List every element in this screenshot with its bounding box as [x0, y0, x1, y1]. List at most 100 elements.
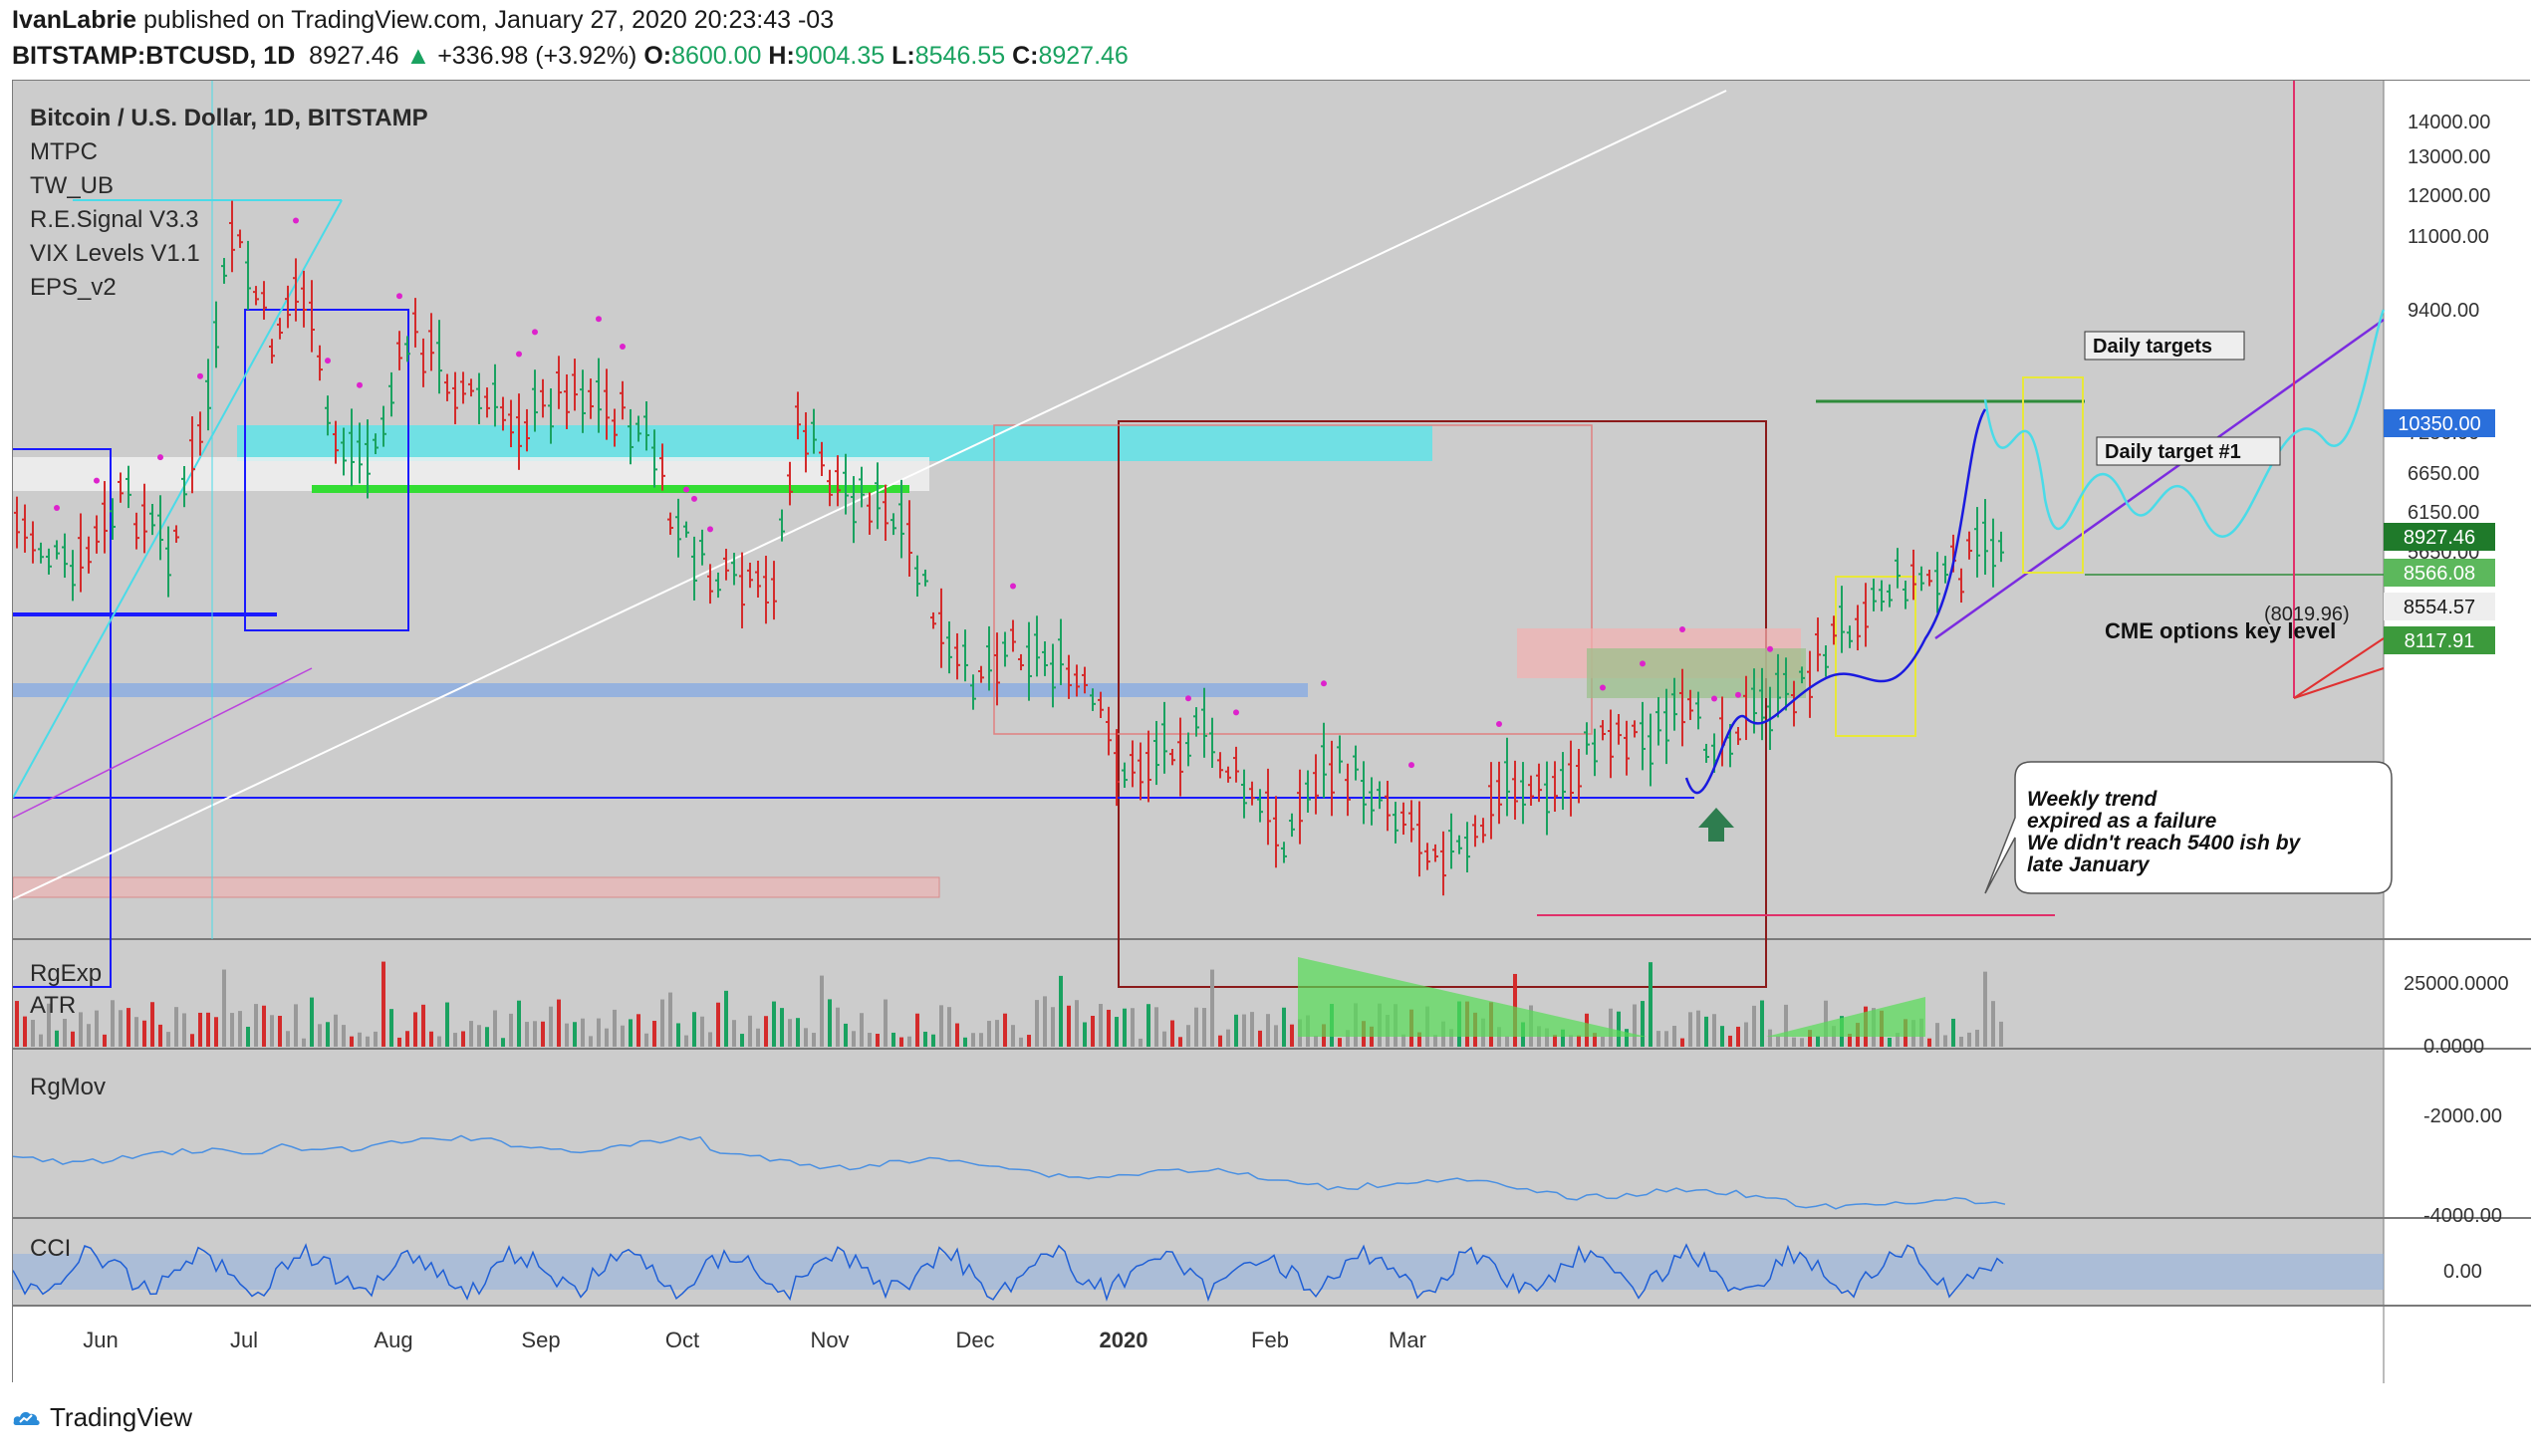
- price-tick: 12000.00: [2408, 185, 2490, 207]
- badge-8554: [2384, 593, 2495, 620]
- vol-axis-zero: 0.0000: [2423, 1036, 2484, 1058]
- cme-label: CME options key level: [2105, 618, 2336, 643]
- purple-line: [12, 667, 313, 819]
- close-label: C:: [1012, 42, 1039, 70]
- chart-canvas[interactable]: 16000.0014000.0013000.0012000.0011000.00…: [10, 42, 2531, 1383]
- daily-target-1-label: Daily target #1: [2105, 441, 2241, 463]
- high-label: H:: [768, 42, 795, 70]
- chart-area[interactable]: 16000.0014000.0013000.0012000.0011000.00…: [10, 42, 2531, 1383]
- published-info: published on TradingView.com, January 27…: [143, 6, 835, 34]
- cci-axis-zero: 0.00: [2443, 1261, 2482, 1283]
- price-tick: 9400.00: [2408, 300, 2479, 322]
- badge-8554-text: 8554.57: [2404, 597, 2475, 618]
- price-tick: 11000.00: [2408, 226, 2489, 248]
- last-price: 8927.46: [309, 42, 399, 70]
- purple-trendline: [1934, 318, 2385, 640]
- low-label: L:: [891, 42, 915, 70]
- badge-10350-text: 10350.00: [2398, 413, 2480, 435]
- legend-eps[interactable]: EPS_v2: [30, 274, 117, 301]
- ohlc-header: BITSTAMP:BTCUSD, 1D 8927.46 ▲ +336.98 (+…: [12, 42, 1129, 71]
- badge-10350: [2384, 409, 2495, 437]
- rgmov-axis-2: -4000.00: [2423, 1205, 2502, 1227]
- symbol-label: BITSTAMP:BTCUSD, 1D: [12, 42, 296, 70]
- badge-8566-text: 8566.08: [2404, 563, 2475, 585]
- red-target-zone: [12, 876, 940, 898]
- time-tick: Jun: [83, 1328, 118, 1352]
- pink-range-box: [993, 424, 1593, 735]
- badge-8117-text: 8117.91: [2405, 630, 2475, 652]
- tradingview-brand[interactable]: TradingView: [50, 1402, 193, 1432]
- cci-band: [13, 1254, 2384, 1290]
- time-tick: Oct: [665, 1328, 699, 1352]
- indicator-legend: Bitcoin / U.S. Dollar, 1D, BITSTAMP MTPC…: [30, 102, 428, 305]
- price-change: +336.98 (+3.92%): [437, 42, 637, 70]
- weekly-note-callout[interactable]: Weekly trend expired as a failure We did…: [1984, 761, 2393, 894]
- badge-8566: [2384, 559, 2495, 587]
- time-tick: Sep: [521, 1328, 560, 1352]
- legend-vix-levels[interactable]: VIX Levels V1.1: [30, 240, 200, 267]
- red-range-box: [1118, 420, 1767, 988]
- rgmov-line: [12, 1134, 2006, 1210]
- publish-header: IvanLabrie published on TradingView.com,…: [12, 6, 834, 35]
- cyan-zone: [237, 425, 1432, 461]
- price-tick: 6650.00: [2408, 463, 2479, 485]
- cci-label[interactable]: CCI: [30, 1235, 72, 1262]
- price-tick: 6150.00: [2408, 502, 2479, 524]
- volume-bars: [15, 957, 2003, 1047]
- price-badges: 10350.00 8927.46 8566.08 8554.57 8117.91: [2384, 409, 2495, 654]
- volume-label-rgexp[interactable]: RgExp: [30, 960, 103, 987]
- cme-value: (8019.96): [2264, 604, 2350, 625]
- daily-targets-label: Daily targets: [2093, 336, 2212, 358]
- red-projection: [2293, 667, 2385, 699]
- badge-8927-text: 8927.46: [2404, 527, 2475, 549]
- legend-mtpc[interactable]: MTPC: [30, 138, 98, 165]
- up-arrow-icon: ▲: [405, 42, 431, 70]
- footer: TradingView: [12, 1402, 192, 1433]
- rgmov-label[interactable]: RgMov: [30, 1074, 107, 1100]
- high-value: 9004.35: [794, 42, 886, 70]
- up-arrow-marker-icon: [1698, 808, 1734, 842]
- volume-label-atr[interactable]: ATR: [30, 992, 77, 1019]
- blue-support-band: [13, 683, 1308, 697]
- weekly-note-line3: We didn't reach 5400 ish by: [2027, 832, 2302, 854]
- price-tick: 14000.00: [2408, 112, 2490, 133]
- time-tick: Feb: [1251, 1328, 1289, 1352]
- yellow-target-box: [2022, 376, 2084, 574]
- open-value: 8600.00: [671, 42, 762, 70]
- daily-targets-box[interactable]: [2084, 331, 2245, 361]
- weekly-note-line1: Weekly trend: [2027, 788, 2158, 811]
- cci-line: [12, 1243, 2004, 1303]
- low-value: 8546.55: [914, 42, 1006, 70]
- weekly-note-line2: expired as a failure: [2027, 810, 2217, 833]
- tradingview-logo-icon: [13, 1411, 40, 1425]
- time-axis: Jun Jul Aug Sep Oct Nov Dec 2020 Feb Mar: [83, 1328, 1426, 1352]
- blue-forecast-curve: [1684, 408, 1987, 795]
- close-value: 8927.46: [1038, 42, 1129, 70]
- time-tick: Jul: [230, 1328, 258, 1352]
- green-level-bar: [312, 485, 909, 493]
- author-name[interactable]: IvanLabrie: [12, 6, 137, 34]
- price-tick: 13000.00: [2408, 146, 2490, 168]
- daily-target-1-box[interactable]: [2096, 436, 2281, 466]
- time-tick: 2020: [1100, 1328, 1148, 1352]
- green-zone: [1587, 648, 1806, 698]
- vol-axis-top: 25000.0000: [2404, 973, 2509, 995]
- time-tick: Mar: [1389, 1328, 1426, 1352]
- legend-re-signal[interactable]: R.E.Signal V3.3: [30, 206, 199, 233]
- time-axis-bg: [13, 1306, 2384, 1383]
- badge-8927: [2384, 523, 2495, 551]
- legend-tw-ub[interactable]: TW_UB: [30, 172, 114, 199]
- time-tick: Nov: [810, 1328, 849, 1352]
- weekly-note-line4: late January: [2027, 853, 2151, 876]
- time-tick: Aug: [374, 1328, 412, 1352]
- candles-group: [14, 200, 2004, 896]
- red-projection: [2293, 637, 2385, 699]
- legend-symbol[interactable]: Bitcoin / U.S. Dollar, 1D, BITSTAMP: [30, 105, 428, 131]
- rgmov-axis-1: -2000.00: [2423, 1105, 2502, 1127]
- blue-box: [244, 309, 409, 631]
- time-tick: Dec: [955, 1328, 994, 1352]
- price-axis-bg: [2384, 81, 2531, 1383]
- open-label: O:: [643, 42, 672, 70]
- badge-8117: [2384, 626, 2495, 654]
- cyan-forecast-curve: [1983, 309, 2386, 538]
